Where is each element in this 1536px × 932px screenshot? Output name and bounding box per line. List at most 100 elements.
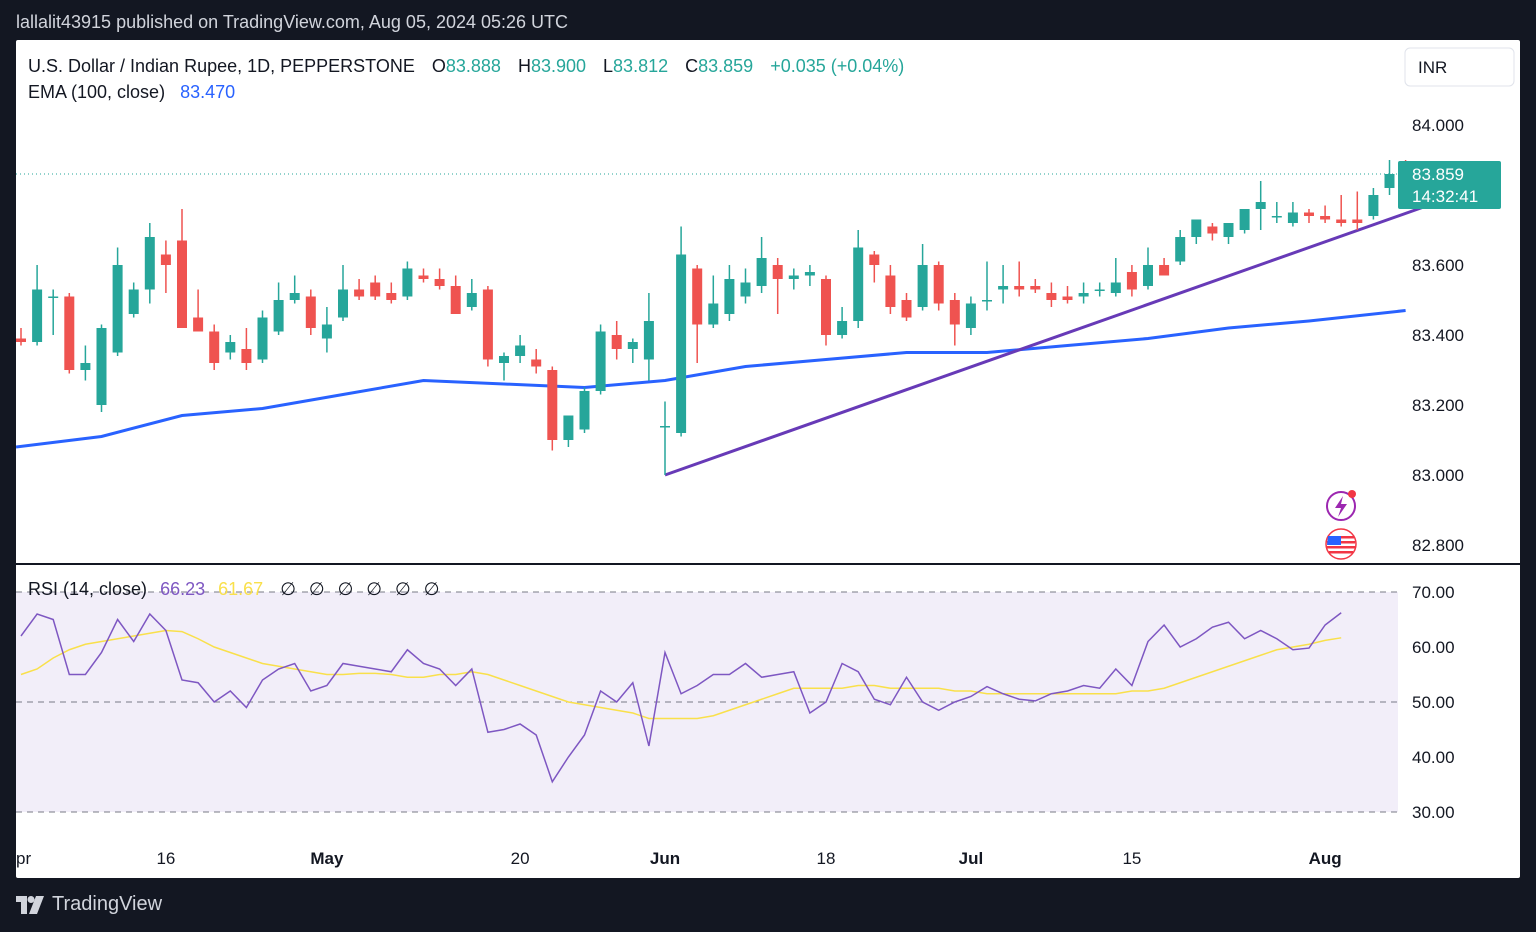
candle[interactable] [982, 261, 992, 311]
candle[interactable] [499, 352, 509, 381]
candle[interactable] [16, 328, 26, 346]
currency-button[interactable] [1404, 47, 1515, 87]
candle[interactable] [1159, 258, 1170, 276]
candle[interactable] [804, 265, 815, 286]
candle[interactable] [692, 265, 703, 363]
candle[interactable] [611, 321, 622, 360]
candle[interactable] [1126, 265, 1137, 297]
candle[interactable] [1271, 202, 1282, 223]
candle[interactable] [482, 286, 493, 367]
candle[interactable] [1239, 209, 1250, 234]
candle[interactable] [772, 258, 783, 314]
candle[interactable] [1014, 261, 1025, 297]
candle[interactable] [821, 275, 831, 346]
candle[interactable] [1110, 258, 1121, 297]
candle[interactable] [1368, 188, 1379, 220]
candle[interactable] [788, 268, 799, 290]
candle[interactable] [64, 293, 75, 374]
time-axis[interactable]: pr 16 May 20 Jun 18 Jul 15 Aug [16, 849, 1342, 868]
candles-layer[interactable] [16, 160, 1411, 475]
candle[interactable] [563, 415, 574, 448]
candle[interactable] [193, 289, 204, 332]
candle[interactable] [1336, 195, 1347, 227]
candle[interactable] [321, 307, 332, 353]
candle[interactable] [1191, 219, 1202, 245]
candle[interactable] [515, 335, 526, 363]
candle[interactable] [80, 345, 91, 381]
candle[interactable] [756, 237, 767, 293]
candle[interactable] [660, 401, 670, 476]
candle[interactable] [402, 261, 413, 301]
candle[interactable] [1062, 286, 1073, 304]
candle[interactable] [949, 293, 960, 346]
candle[interactable] [177, 209, 187, 328]
candle[interactable] [305, 289, 316, 336]
candle[interactable] [96, 324, 107, 413]
candle[interactable] [354, 279, 365, 300]
candle[interactable] [676, 226, 687, 437]
candle[interactable] [450, 275, 461, 315]
candle[interactable] [370, 275, 381, 301]
chart-panel[interactable]: 84.000 83.600 83.400 83.200 83.000 82.800 83.… [15, 40, 1520, 878]
us-flag-icon[interactable] [1325, 528, 1357, 560]
candle[interactable] [434, 268, 445, 290]
candle[interactable] [225, 335, 236, 360]
candle[interactable] [869, 251, 880, 283]
candle[interactable] [144, 223, 155, 304]
candle[interactable] [724, 265, 735, 321]
candle[interactable] [837, 307, 848, 339]
candle[interactable] [531, 349, 542, 374]
lightning-icon[interactable] [1326, 490, 1356, 521]
candle[interactable] [112, 247, 123, 357]
candle[interactable] [595, 324, 606, 395]
candle[interactable] [1384, 160, 1395, 195]
candle[interactable] [901, 293, 912, 321]
candle[interactable] [1078, 282, 1089, 304]
candle[interactable] [917, 244, 928, 311]
candle[interactable] [1255, 181, 1266, 230]
candle[interactable] [1175, 230, 1186, 265]
candle[interactable] [998, 265, 1009, 304]
candle[interactable] [547, 366, 558, 451]
candle[interactable] [1304, 209, 1314, 223]
footer-logo[interactable]: TradingView [16, 893, 162, 916]
candle[interactable] [48, 289, 59, 336]
candle[interactable] [1030, 279, 1041, 293]
candle[interactable] [338, 265, 348, 321]
rsi-legend-label[interactable]: RSI (14, close) [28, 579, 147, 599]
candle[interactable] [1094, 282, 1105, 297]
candle[interactable] [128, 282, 139, 318]
candle[interactable] [1223, 223, 1234, 244]
candle[interactable] [1320, 205, 1331, 224]
candle[interactable] [740, 268, 751, 304]
candle[interactable] [1287, 202, 1298, 227]
candle[interactable] [1046, 282, 1057, 308]
candle[interactable] [386, 282, 397, 304]
candle[interactable] [32, 265, 43, 346]
candle[interactable] [579, 387, 590, 434]
trendline-layer[interactable] [664, 200, 1439, 477]
candle[interactable] [933, 261, 944, 311]
candle[interactable] [273, 282, 284, 336]
price-axis[interactable]: 84.000 83.600 83.400 83.200 83.000 82.800 [1412, 116, 1464, 555]
candle[interactable] [643, 293, 654, 381]
candle[interactable] [627, 338, 638, 364]
candle[interactable] [1207, 223, 1218, 241]
candle[interactable] [853, 230, 864, 328]
legend-symbol[interactable]: U.S. Dollar / Indian Rupee, 1D, PEPPERST… [28, 56, 415, 76]
candle[interactable] [965, 296, 976, 336]
candle[interactable] [466, 279, 477, 311]
candle[interactable] [1143, 247, 1153, 290]
candle[interactable] [1352, 191, 1363, 231]
candle[interactable] [241, 328, 252, 370]
legend-close-label: C [685, 56, 698, 76]
candle[interactable] [257, 310, 268, 364]
candle[interactable] [160, 240, 171, 294]
candle[interactable] [209, 324, 220, 371]
ema-legend-label[interactable]: EMA (100, close) [28, 82, 165, 102]
chart-svg[interactable]: 84.000 83.600 83.400 83.200 83.000 82.800 83.… [15, 40, 1520, 878]
candle[interactable] [885, 265, 896, 314]
candle[interactable] [289, 275, 300, 304]
candle[interactable] [708, 275, 719, 329]
candle[interactable] [418, 268, 429, 283]
